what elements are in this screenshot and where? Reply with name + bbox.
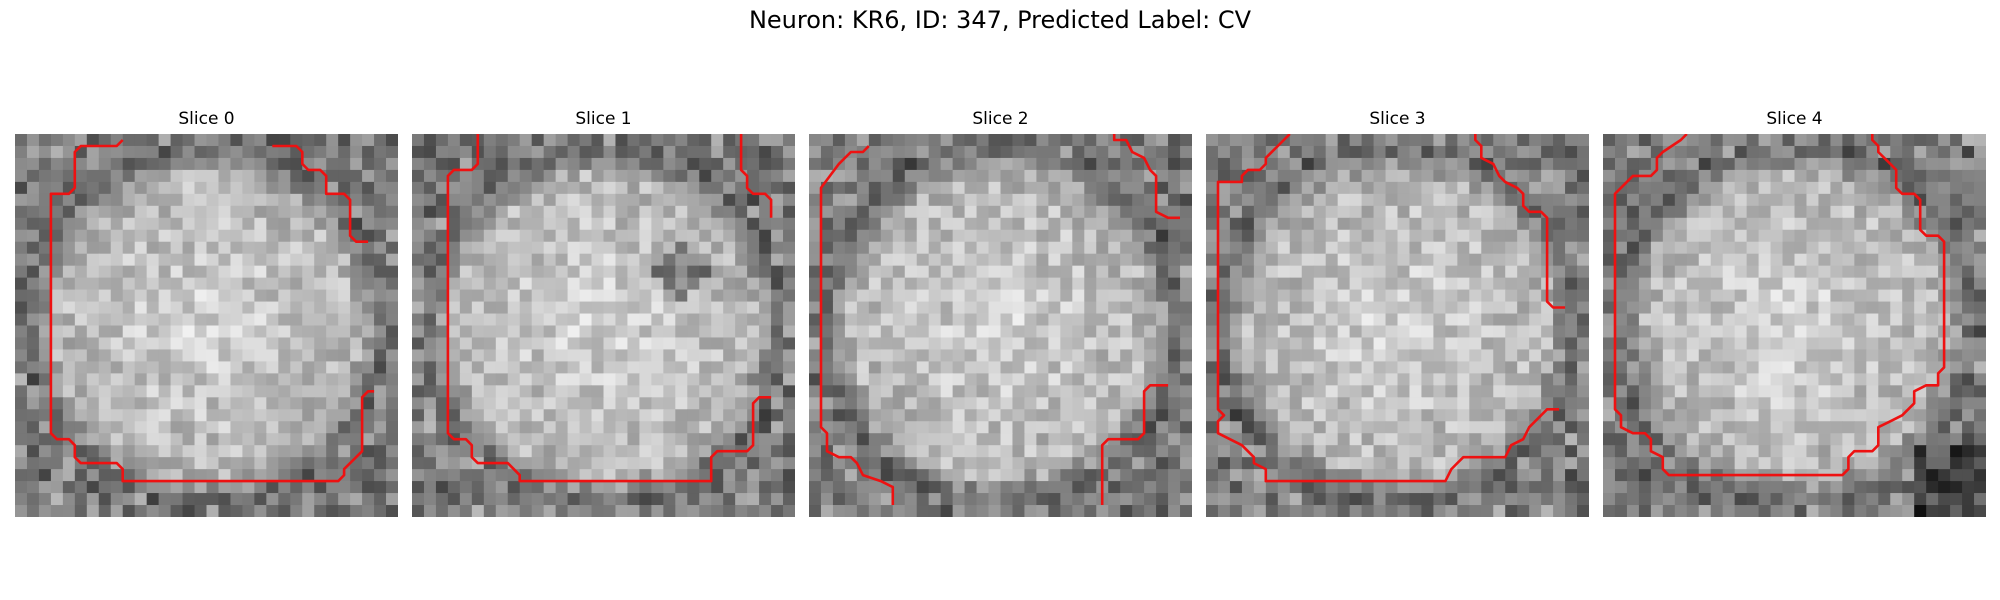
contour-line-2-2 <box>1100 384 1169 505</box>
slice-title-4: Slice 4 <box>1766 109 1823 129</box>
contour-line-0-0 <box>49 139 375 483</box>
slice-image-1 <box>412 134 795 517</box>
slice-title-3: Slice 3 <box>1369 109 1426 129</box>
contour-line-1-1 <box>739 134 773 218</box>
slice-image-3 <box>1206 134 1589 517</box>
slice-image-2 <box>809 134 1192 517</box>
slice-title-1: Slice 1 <box>575 109 632 129</box>
slice-panel-4: Slice 4 <box>1603 108 1986 517</box>
contour-line-3-1 <box>1473 134 1566 309</box>
figure-title: Neuron: KR6, ID: 347, Predicted Label: C… <box>748 6 1252 34</box>
slice-panel-1: Slice 1 <box>412 108 795 517</box>
slice-panel-0: Slice 0 <box>15 108 398 517</box>
contour-line-2-0 <box>819 145 895 505</box>
slice-panel-2: Slice 2 <box>809 108 1192 517</box>
contour-line-1-0 <box>446 134 772 483</box>
slice-title-2: Slice 2 <box>972 109 1029 129</box>
contour-line-4-0 <box>1613 134 1946 477</box>
contour-line-0-1 <box>272 144 369 243</box>
slice-panel-3: Slice 3 <box>1206 108 1589 517</box>
slice-title-0: Slice 0 <box>178 109 235 129</box>
slice-image-0 <box>15 134 398 517</box>
contour-line-2-1 <box>1112 134 1180 220</box>
slice-image-4 <box>1603 134 1986 517</box>
contour-line-3-0 <box>1216 134 1560 483</box>
